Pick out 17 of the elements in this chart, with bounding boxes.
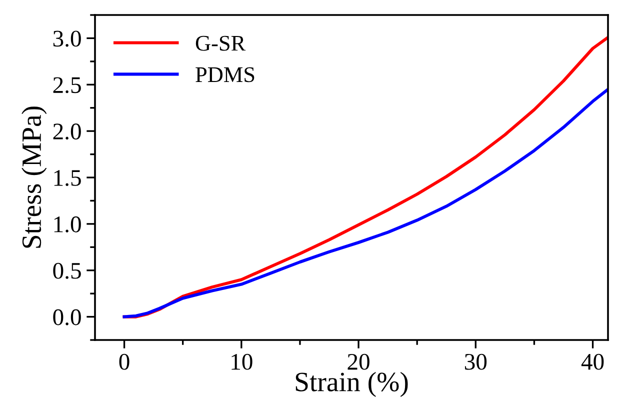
x-tick-label: 0 [119,354,130,370]
y-tick-label: 2.5 [53,77,81,94]
x-tick-label: 40 [581,354,604,370]
y-tick-label: 3.0 [53,30,81,47]
y-axis-title: Stress (MPa) [22,106,47,248]
x-axis-title: Strain (%) [296,372,408,398]
y-tick-label: 0.5 [53,262,81,279]
legend-label: PDMS [196,67,254,82]
line-series [122,88,608,318]
x-tick-label: 20 [348,354,370,370]
y-tick-label: 1.5 [54,170,81,186]
x-tick-label: 30 [464,354,487,370]
x-tick-label: 10 [232,354,252,370]
y-tick-label: 0.0 [53,309,81,326]
y-tick-label: 2.0 [53,124,81,140]
legend-label: G-SR [196,36,246,51]
y-tick-label: 1.0 [54,216,81,232]
